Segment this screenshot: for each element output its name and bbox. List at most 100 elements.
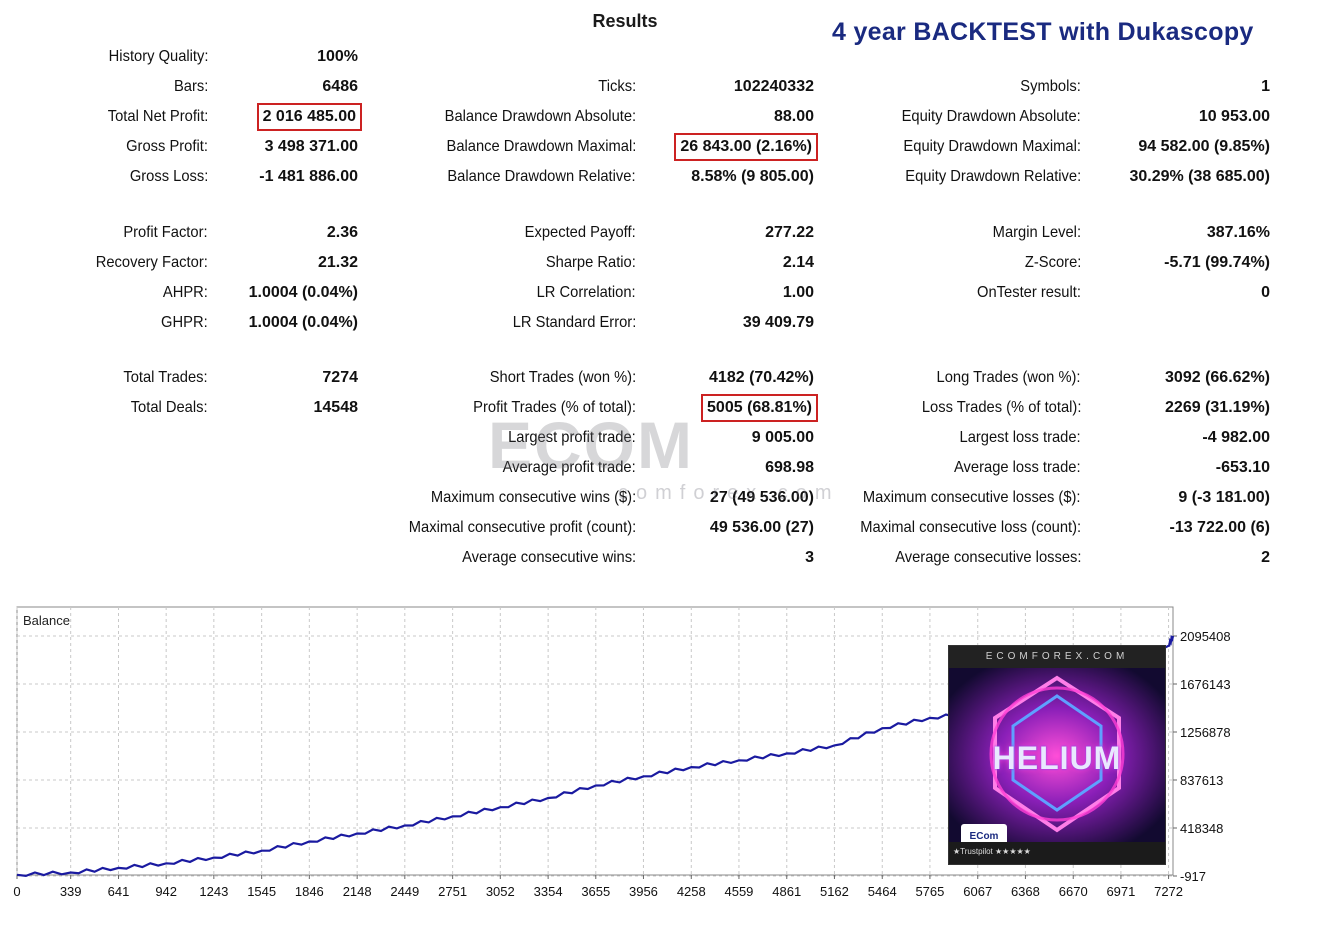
y-tick-label: 418348	[1180, 821, 1223, 836]
stat-value: 1.0004 (0.04%)	[248, 284, 358, 301]
stat-value: 2269 (31.19%)	[1165, 399, 1270, 416]
x-tick-label: 641	[108, 884, 130, 899]
x-tick-label: 4559	[724, 884, 753, 899]
stat-label: Gross Profit:	[126, 138, 208, 155]
stat-label: Balance Drawdown Relative:	[447, 168, 636, 185]
stat-label: Maximum consecutive losses ($):	[863, 489, 1081, 506]
stat-label: Short Trades (won %):	[489, 369, 636, 386]
stat-value: 21.32	[317, 254, 358, 271]
stat-label: Average loss trade:	[954, 459, 1081, 476]
stat-label: Balance Drawdown Maximal:	[446, 138, 636, 155]
x-tick-label: 6670	[1059, 884, 1088, 899]
stat-label: Largest profit trade:	[508, 429, 636, 446]
stat-label: Bars:	[173, 78, 208, 95]
stat-value: 6486	[322, 78, 358, 95]
x-tick-label: 1243	[199, 884, 228, 899]
stat-label: Expected Payoff:	[524, 224, 636, 241]
stat-label: Loss Trades (% of total):	[921, 399, 1081, 416]
x-tick-label: 3655	[581, 884, 610, 899]
x-tick-label: 6067	[963, 884, 992, 899]
x-tick-label: 3956	[629, 884, 658, 899]
stat-value: 698.98	[765, 459, 814, 476]
stat-value: 30.29% (38 685.00)	[1129, 168, 1270, 185]
stat-label: Sharpe Ratio:	[545, 254, 636, 271]
stat-label: Long Trades (won %):	[936, 369, 1081, 386]
x-tick-label: 4861	[772, 884, 801, 899]
stat-value: 94 582.00 (9.85%)	[1138, 138, 1270, 155]
y-tick-label: 2095408	[1180, 629, 1231, 644]
stat-label: Margin Level:	[992, 224, 1081, 241]
stat-value: 9 (-3 181.00)	[1178, 489, 1270, 506]
stat-value: 5005 (68.81%)	[701, 394, 818, 422]
x-tick-label: 3354	[534, 884, 563, 899]
stat-value: 3 498 371.00	[264, 138, 358, 155]
y-tick-label: 1676143	[1180, 677, 1231, 692]
stat-value: 2.36	[326, 224, 358, 241]
stat-value: 3092 (66.62%)	[1165, 369, 1270, 386]
stat-value: -13 722.00 (6)	[1169, 519, 1270, 536]
stat-label: Equity Drawdown Relative:	[905, 168, 1081, 185]
stat-label: Symbols:	[1020, 78, 1081, 95]
promo-site-label: ECOMFOREX.COM	[949, 646, 1165, 668]
x-tick-label: 942	[155, 884, 177, 899]
x-tick-label: 0	[13, 884, 20, 899]
stat-value: 2.14	[782, 254, 814, 271]
stat-label: Gross Loss:	[129, 168, 208, 185]
stat-label: Maximal consecutive loss (count):	[860, 519, 1081, 536]
x-tick-label: 4258	[677, 884, 706, 899]
stat-value: 102240332	[733, 78, 814, 95]
stat-value: 7274	[322, 369, 358, 386]
y-tick-label: -917	[1180, 869, 1206, 884]
helium-promo-card: ECOMFOREX.COM HELIUM ECom ★Trustpilot ★★…	[948, 645, 1166, 865]
x-tick-label: 5765	[915, 884, 944, 899]
x-tick-label: 339	[60, 884, 82, 899]
stat-label: Maximal consecutive profit (count):	[408, 519, 636, 536]
stat-label: Largest loss trade:	[959, 429, 1081, 446]
x-tick-label: 6971	[1106, 884, 1135, 899]
stat-value: 8.58% (9 805.00)	[691, 168, 814, 185]
stat-value: 14548	[313, 399, 359, 416]
stat-value: 2	[1261, 549, 1270, 566]
stat-label: Average consecutive losses:	[894, 549, 1081, 566]
stat-value: -5.71 (99.74%)	[1164, 254, 1270, 271]
stat-value: 10 953.00	[1198, 108, 1270, 125]
stat-label: Profit Trades (% of total):	[473, 399, 636, 416]
stat-value: 1.0004 (0.04%)	[248, 314, 358, 331]
stat-value: 3	[805, 549, 814, 566]
stat-label: Maximum consecutive wins ($):	[430, 489, 636, 506]
x-tick-label: 2751	[438, 884, 467, 899]
x-tick-label: 1846	[295, 884, 324, 899]
stat-label: Total Net Profit:	[107, 108, 208, 125]
stat-value: 88.00	[773, 108, 814, 125]
helium-emblem-icon	[949, 668, 1165, 844]
stat-value: 1.00	[782, 284, 814, 301]
stat-value: 26 843.00 (2.16%)	[674, 133, 818, 161]
stat-label: GHPR:	[161, 314, 208, 331]
stat-value: 39 409.79	[742, 314, 814, 331]
stat-value: -1 481 886.00	[259, 168, 358, 185]
stat-label: Equity Drawdown Absolute:	[901, 108, 1081, 125]
x-tick-label: 1545	[247, 884, 276, 899]
stat-label: OnTester result:	[977, 284, 1081, 301]
stat-label: Balance Drawdown Absolute:	[444, 108, 636, 125]
stat-value: -4 982.00	[1202, 429, 1270, 446]
balance-chart: Balance 0 339 641 942 1243 1545 1846 2148 2449 275…	[0, 600, 1320, 930]
stat-value: 277.22	[765, 224, 814, 241]
stat-value: 0	[1261, 284, 1270, 301]
stat-value: 4182 (70.42%)	[709, 369, 814, 386]
stat-value: 2 016 485.00	[256, 103, 363, 131]
x-tick-label: 5464	[868, 884, 897, 899]
y-tick-label: 1256878	[1180, 725, 1231, 740]
stat-value: 100%	[317, 48, 358, 65]
promo-name: HELIUM	[992, 740, 1122, 776]
stat-value: 9 005.00	[751, 429, 814, 446]
stat-label: Average profit trade:	[502, 459, 636, 476]
backtest-banner: 4 year BACKTEST with Dukascopy	[832, 18, 1254, 46]
stat-label: Equity Drawdown Maximal:	[903, 138, 1081, 155]
stat-value: 49 536.00 (27)	[709, 519, 814, 536]
x-tick-label: 2449	[390, 884, 419, 899]
stat-label: History Quality:	[108, 48, 208, 65]
stat-value: 1	[1261, 78, 1270, 95]
stat-label: Ticks:	[598, 78, 636, 95]
results-title: Results	[592, 11, 658, 31]
